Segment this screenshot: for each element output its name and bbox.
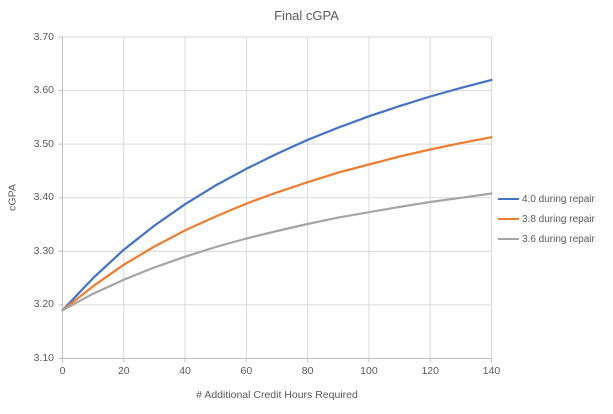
x-tick-label: 60	[240, 365, 253, 377]
x-tick-label: 0	[59, 365, 66, 377]
y-tick-label: 3.40	[33, 191, 54, 204]
legend-item: 3.6 during repair	[498, 229, 595, 249]
x-tick-label: 20	[117, 365, 130, 377]
x-tick-label: 40	[179, 365, 191, 377]
legend-label: 4.0 during repair	[522, 193, 595, 205]
legend: 4.0 during repair 3.8 during repair 3.6 …	[498, 189, 595, 249]
legend-label: 3.6 during repair	[522, 233, 595, 245]
legend-line-swatch	[498, 238, 519, 240]
y-tick-label: 3.10	[33, 352, 54, 364]
x-tick-label: 120	[421, 365, 439, 377]
x-tick-label: 140	[482, 365, 501, 377]
legend-line-swatch	[498, 218, 519, 220]
y-tick-label: 3.60	[33, 84, 54, 97]
y-tick-label: 3.20	[33, 298, 54, 311]
y-tick-label: 3.50	[33, 137, 54, 150]
x-axis-title: # Additional Credit Hours Required	[196, 389, 358, 401]
x-tick-label: 100	[360, 365, 378, 377]
x-tick-label: 80	[301, 365, 314, 377]
y-tick-label: 3.30	[33, 244, 54, 257]
y-tick-label: 3.70	[33, 30, 54, 43]
legend-line-swatch	[498, 198, 519, 200]
legend-item: 3.8 during repair	[498, 209, 595, 229]
legend-item: 4.0 during repair	[498, 189, 595, 209]
chart-title: Final cGPA	[274, 8, 339, 23]
legend-label: 3.8 during repair	[522, 213, 595, 225]
